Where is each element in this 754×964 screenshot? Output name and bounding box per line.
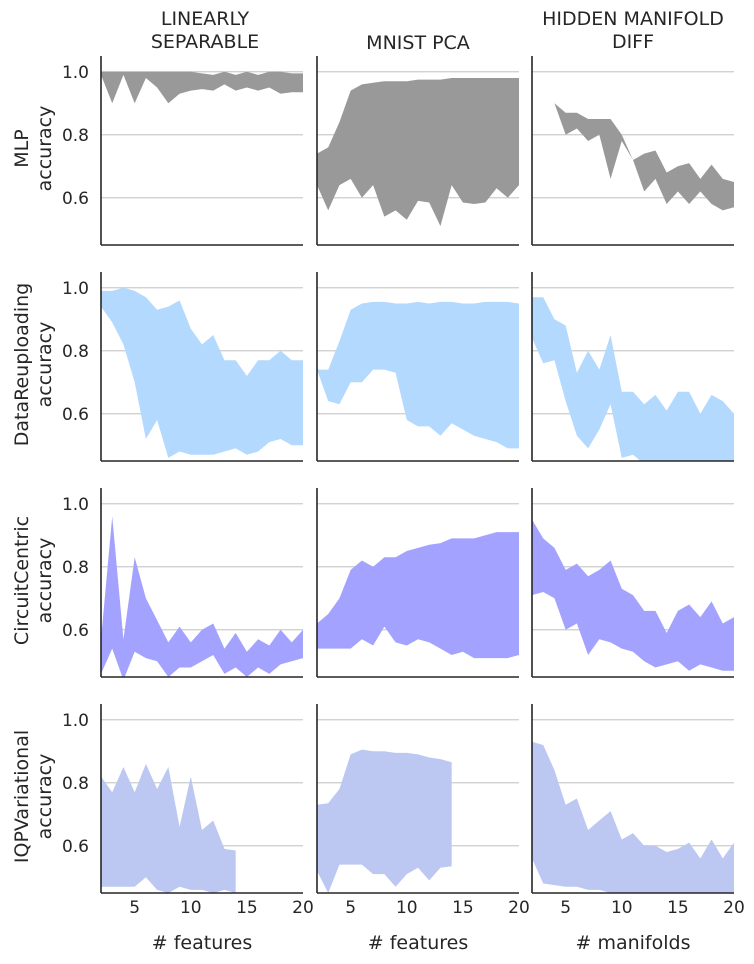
y-tick-label: 0.8 <box>62 126 89 146</box>
x-axis-label: # features <box>368 932 468 954</box>
accuracy-band-CircuitCentric-1 <box>317 532 519 659</box>
accuracy-band-MLP-2 <box>532 78 734 211</box>
panel-r1-c2 <box>531 272 734 462</box>
x-tick-label: 15 <box>452 898 474 918</box>
panel-grid: 0.6 0.8 1.0 0.6 0.8 1.0 0.6 0.8 1.0 0.6 0.8 1.0 5 10 1… <box>62 56 745 918</box>
column-title: SEPARABLE <box>151 31 259 53</box>
x-tick-label: 10 <box>180 898 202 918</box>
accuracy-band-MLP-0 <box>101 71 303 104</box>
panel-r3-c1: 5 10 15 20 <box>316 704 530 918</box>
accuracy-band-DataReuploading-1 <box>317 301 519 449</box>
panel-r2-c1 <box>316 488 519 678</box>
x-tick-label: 15 <box>667 898 689 918</box>
x-tick-label: 20 <box>723 898 745 918</box>
y-tick-label: 0.8 <box>62 558 89 578</box>
y-tick-label: 0.8 <box>62 342 89 362</box>
panel-r0-c1 <box>316 56 519 246</box>
column-title: HIDDEN MANIFOLD <box>542 8 724 30</box>
x-tick-label: 10 <box>396 898 418 918</box>
column-title: MNIST PCA <box>366 32 470 54</box>
y-tick-label: 0.6 <box>62 189 89 209</box>
x-tick-label: 20 <box>508 898 530 918</box>
y-tick-label: 0.6 <box>62 837 89 857</box>
row-label: accuracy <box>34 106 56 192</box>
row-label: accuracy <box>34 322 56 408</box>
x-tick-label: 5 <box>345 898 356 918</box>
panel-r0-c0: 0.6 0.8 1.0 <box>62 56 303 246</box>
row-label: accuracy <box>34 538 56 624</box>
accuracy-band-CircuitCentric-2 <box>532 519 734 671</box>
accuracy-band-MLP-1 <box>317 78 519 227</box>
panel-r2-c2 <box>531 488 734 678</box>
panel-r1-c1 <box>316 272 519 462</box>
x-tick-label: 20 <box>292 898 314 918</box>
panel-r3-c0: 0.6 0.8 1.0 5 10 15 20 <box>62 704 314 918</box>
column-title: LINEARLY <box>161 8 250 30</box>
x-axis-label: # manifolds <box>576 932 691 954</box>
row-label: CircuitCentric <box>11 516 33 645</box>
row-label: MLP <box>11 129 33 167</box>
panel-r3-c2: 5 10 15 20 <box>531 704 745 918</box>
column-title: DIFF <box>612 31 654 53</box>
accuracy-band-IQPVariational-2 <box>532 741 734 893</box>
x-axis-labels: # features # features # manifolds <box>152 932 691 954</box>
accuracy-band-DataReuploading-0 <box>101 287 303 458</box>
panel-r1-c0: 0.6 0.8 1.0 <box>62 272 303 462</box>
row-label: accuracy <box>34 754 56 840</box>
x-axis-label: # features <box>152 932 252 954</box>
x-tick-label: 5 <box>560 898 571 918</box>
x-tick-label: 10 <box>611 898 633 918</box>
panel-r0-c2 <box>531 56 734 246</box>
y-tick-label: 1.0 <box>62 279 89 299</box>
row-label: DataReuploading <box>11 283 33 447</box>
y-tick-label: 0.6 <box>62 405 89 425</box>
x-tick-label: 15 <box>236 898 258 918</box>
y-tick-label: 1.0 <box>62 495 89 515</box>
x-tick-label: 5 <box>129 898 140 918</box>
y-tick-label: 1.0 <box>62 63 89 83</box>
y-tick-label: 0.6 <box>62 621 89 641</box>
accuracy-band-DataReuploading-2 <box>532 297 734 461</box>
y-tick-label: 1.0 <box>62 711 89 731</box>
row-label: IQPVariational <box>11 730 33 863</box>
accuracy-band-IQPVariational-1 <box>317 749 452 893</box>
panel-r2-c0: 0.6 0.8 1.0 <box>62 488 303 678</box>
accuracy-band-CircuitCentric-0 <box>101 516 303 677</box>
accuracy-band-IQPVariational-0 <box>101 763 236 893</box>
y-tick-label: 0.8 <box>62 774 89 794</box>
